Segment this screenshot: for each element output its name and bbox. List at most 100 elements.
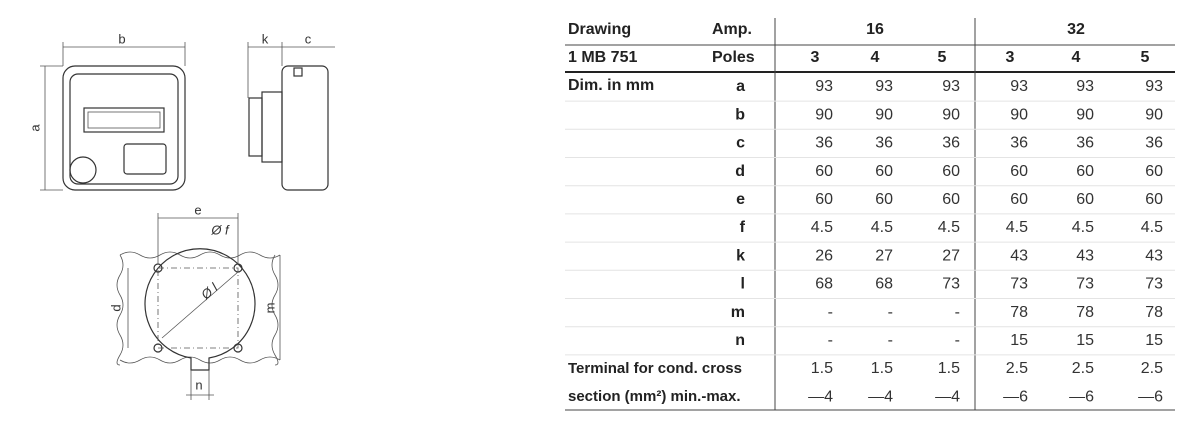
cell: 60 xyxy=(1010,163,1028,180)
cell: 15 xyxy=(1076,332,1094,349)
cell: 2.5 xyxy=(1072,360,1094,377)
cell: 73 xyxy=(1010,276,1028,293)
cell: 60 xyxy=(1076,191,1094,208)
front-housing xyxy=(62,65,186,191)
cell: 90 xyxy=(875,106,893,123)
cell: 27 xyxy=(875,247,893,264)
cell: - xyxy=(828,304,833,321)
cell: 60 xyxy=(875,163,893,180)
front-knob xyxy=(69,156,97,184)
cell: 93 xyxy=(1145,78,1163,95)
row-label: b xyxy=(735,106,745,123)
dimension-table: Drawing Amp. 16 32 1 MB 751 Poles 3 4 5 3 4 5 Dim. i… xyxy=(565,18,1175,411)
cell: 43 xyxy=(1010,247,1028,264)
header-cell: 1 MB 751 xyxy=(568,49,637,66)
cell: 43 xyxy=(1076,247,1094,264)
cell: 1.5 xyxy=(938,360,960,377)
cell: 93 xyxy=(875,78,893,95)
cell: 60 xyxy=(1076,163,1094,180)
terminal-label: Terminal for cond. cross xyxy=(568,360,742,377)
cell: —6 xyxy=(1138,388,1163,405)
cell: 60 xyxy=(1010,191,1028,208)
cell: 15 xyxy=(1010,332,1028,349)
row-label: l xyxy=(741,276,745,293)
cell: 4.5 xyxy=(811,219,833,236)
side-housing xyxy=(281,65,329,191)
header-cell: Drawing xyxy=(568,21,631,38)
cell: —6 xyxy=(1069,388,1094,405)
cell: 60 xyxy=(942,163,960,180)
cell: 4.5 xyxy=(871,219,893,236)
cell: 1.5 xyxy=(811,360,833,377)
cell: 43 xyxy=(1145,247,1163,264)
cell: 73 xyxy=(1076,276,1094,293)
header-cell: 4 xyxy=(1072,49,1081,66)
dim-label: c xyxy=(305,31,312,46)
cell: 36 xyxy=(1010,135,1028,152)
front-window xyxy=(83,107,165,133)
cell: 60 xyxy=(1145,163,1163,180)
row-label: m xyxy=(731,304,745,321)
cell: - xyxy=(955,304,960,321)
cell: 78 xyxy=(1010,304,1028,321)
dim-label: a xyxy=(27,124,42,132)
cell: 26 xyxy=(815,247,833,264)
cell: 2.5 xyxy=(1141,360,1163,377)
row-label: k xyxy=(736,247,745,264)
dim-label: e xyxy=(194,202,201,217)
row-label: e xyxy=(736,191,745,208)
side-back xyxy=(248,97,263,157)
header-cell: 3 xyxy=(1006,49,1015,66)
dim-label: m xyxy=(262,303,277,314)
cell: 93 xyxy=(815,78,833,95)
front-panel xyxy=(123,143,167,175)
dim-line-l xyxy=(161,271,239,339)
dim-label: b xyxy=(118,31,125,46)
cell: 4.5 xyxy=(1141,219,1163,236)
cell: 68 xyxy=(875,276,893,293)
hole xyxy=(233,343,243,353)
cell: 60 xyxy=(942,191,960,208)
cutout-outline xyxy=(116,251,281,366)
front-lid xyxy=(69,73,179,185)
cell: 73 xyxy=(942,276,960,293)
header-cell: 3 xyxy=(811,49,820,66)
dim-label: Ø l xyxy=(197,279,221,303)
row-label: a xyxy=(736,78,745,95)
cell: 78 xyxy=(1076,304,1094,321)
technical-drawing: b a k c e Ø f Ø l d m xyxy=(27,31,335,400)
cell: 90 xyxy=(815,106,833,123)
row-label: d xyxy=(735,163,745,180)
cell: - xyxy=(888,332,893,349)
cell: 2.5 xyxy=(1006,360,1028,377)
cell: - xyxy=(828,332,833,349)
cell: 4.5 xyxy=(1072,219,1094,236)
cell: —4 xyxy=(935,388,960,405)
side-body xyxy=(261,91,283,163)
cell: 90 xyxy=(1010,106,1028,123)
cell: 60 xyxy=(815,163,833,180)
dim-label: Ø f xyxy=(210,222,230,237)
cell: 90 xyxy=(942,106,960,123)
cell: 4.5 xyxy=(1006,219,1028,236)
cell: 15 xyxy=(1145,332,1163,349)
cell: 4.5 xyxy=(938,219,960,236)
header-cell: 5 xyxy=(938,49,947,66)
cell: 60 xyxy=(1145,191,1163,208)
cell: 90 xyxy=(1076,106,1094,123)
cell: —4 xyxy=(868,388,893,405)
cell: 60 xyxy=(875,191,893,208)
header-cell: 4 xyxy=(871,49,880,66)
dim-label: n xyxy=(195,377,202,392)
hole xyxy=(153,343,163,353)
row-label: f xyxy=(740,219,746,236)
front-window-inner xyxy=(87,111,161,129)
row-label: c xyxy=(736,135,745,152)
cell: 93 xyxy=(942,78,960,95)
row-label: n xyxy=(735,332,745,349)
header-cell: 5 xyxy=(1141,49,1150,66)
cell: 36 xyxy=(1145,135,1163,152)
cell: 78 xyxy=(1145,304,1163,321)
cell: 1.5 xyxy=(871,360,893,377)
